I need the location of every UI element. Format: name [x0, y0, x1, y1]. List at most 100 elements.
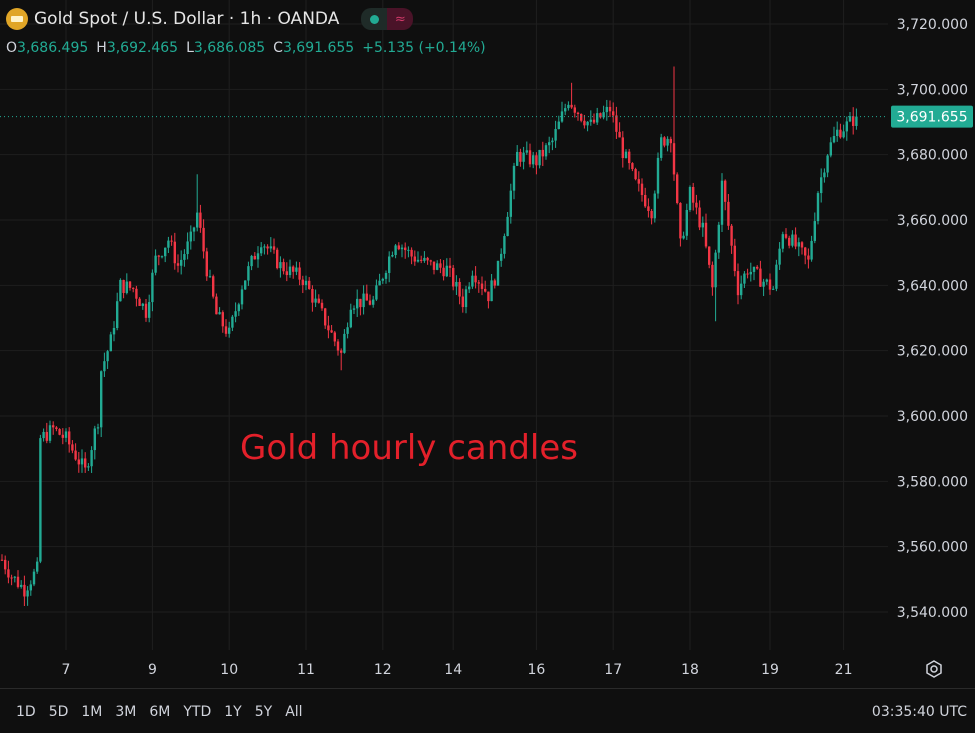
candle-body [170, 240, 173, 242]
candle-body [506, 216, 509, 237]
candle-body [356, 298, 359, 309]
candle-body [304, 280, 308, 285]
close-label: C [273, 40, 283, 56]
candle-body [394, 245, 397, 256]
candle-body [228, 327, 231, 334]
candle-body [752, 266, 756, 272]
range-5y[interactable]: 5Y [254, 704, 273, 720]
candle-body [573, 107, 576, 113]
candle-body [778, 248, 781, 265]
y-tick-label: 3,620.000 [897, 344, 968, 360]
candle-body [464, 289, 468, 308]
x-tick-label: 9 [148, 662, 157, 678]
candle-body [10, 577, 13, 579]
candle-body [215, 296, 218, 315]
range-all[interactable]: All [285, 704, 303, 720]
candle-body [551, 140, 554, 143]
candle-body [522, 152, 525, 162]
candle-body [154, 255, 157, 273]
candle-body [839, 129, 842, 138]
candle-body [132, 287, 135, 289]
range-selector: 1D 5D 1M 3M 6M YTD 1Y 5Y All [16, 704, 303, 720]
candle-body [295, 267, 298, 272]
candle-body [0, 559, 4, 561]
candle-body [420, 259, 423, 261]
candle-body [676, 174, 679, 204]
candle-body [791, 234, 794, 246]
candle-body [586, 121, 589, 126]
candles [0, 66, 888, 606]
range-1d[interactable]: 1D [16, 704, 36, 720]
candle-body [327, 325, 330, 331]
candle-body [7, 569, 10, 578]
candle-body [541, 149, 544, 157]
candle-body [16, 576, 20, 587]
candle-body [381, 278, 384, 281]
candle-body [407, 249, 410, 251]
symbol-title[interactable]: Gold Spot / U.S. Dollar · 1h · OANDA [34, 9, 340, 29]
candle-body [615, 115, 618, 132]
gold-logo-icon [6, 8, 28, 30]
candle-body [90, 450, 93, 467]
status-pill[interactable]: ≈ [361, 8, 414, 30]
candle-body [279, 262, 282, 269]
candle-body [55, 427, 58, 430]
candle-body [455, 281, 458, 287]
wave-icon[interactable]: ≈ [387, 8, 414, 30]
candle-body [458, 281, 461, 297]
gear-icon[interactable] [924, 659, 944, 679]
candle-body [36, 561, 39, 572]
candle-body [413, 256, 416, 262]
candle-body [224, 326, 228, 334]
market-open-dot-icon[interactable] [361, 8, 388, 30]
candle-body [103, 361, 106, 372]
candle-body [349, 309, 352, 328]
y-tick-label: 3,600.000 [897, 409, 968, 425]
candle-body [58, 429, 61, 435]
candle-body [608, 106, 612, 112]
price-chart[interactable]: 3,720.000 3,700.000 3,680.000 3,660.000 3,64… [0, 0, 975, 688]
candle-body [477, 282, 480, 284]
grid [0, 0, 888, 650]
candle-body [212, 276, 215, 297]
utc-clock[interactable]: 03:35:40 UTC [871, 704, 967, 720]
candle-body [205, 251, 208, 277]
candle-body [756, 266, 759, 269]
candle-body [730, 225, 733, 246]
high-label: H [96, 40, 107, 56]
candle-body [500, 253, 503, 261]
candle-body [116, 301, 119, 328]
candle-body [692, 186, 695, 203]
range-6m[interactable]: 6M [149, 704, 171, 720]
price-axis[interactable]: 3,720.000 3,700.000 3,680.000 3,660.000 3,64… [891, 17, 973, 621]
candle-body [87, 466, 90, 468]
candle-body [39, 438, 42, 562]
time-axis[interactable]: 7 9 10 11 12 14 16 17 18 19 21 [62, 662, 853, 678]
range-1m[interactable]: 1M [81, 704, 103, 720]
candle-body [621, 137, 624, 159]
candle-body [471, 275, 474, 287]
candle-body [736, 271, 740, 296]
candle-body [64, 431, 68, 438]
candle-body [247, 266, 250, 281]
candle-body [135, 288, 138, 299]
range-5d[interactable]: 5D [48, 704, 69, 720]
x-tick-label: 7 [62, 662, 71, 678]
candle-body [855, 116, 858, 126]
candle-body [644, 194, 647, 207]
y-tick-label: 3,560.000 [897, 540, 968, 556]
y-tick-label: 3,640.000 [897, 278, 968, 294]
candle-body [436, 263, 439, 270]
candle-body [461, 296, 464, 308]
x-tick-label: 19 [761, 662, 779, 678]
low-label: L [186, 40, 194, 56]
candle-body [429, 260, 432, 262]
range-1y[interactable]: 1Y [224, 704, 242, 720]
candle-body [749, 271, 752, 275]
range-ytd[interactable]: YTD [183, 704, 212, 720]
candle-body [42, 431, 45, 439]
range-3m[interactable]: 3M [115, 704, 137, 720]
bottom-toolbar: 1D 5D 1M 3M 6M YTD 1Y 5Y All 03:35:40 UT… [0, 688, 975, 733]
x-tick-label: 12 [374, 662, 392, 678]
candle-body [285, 271, 288, 276]
